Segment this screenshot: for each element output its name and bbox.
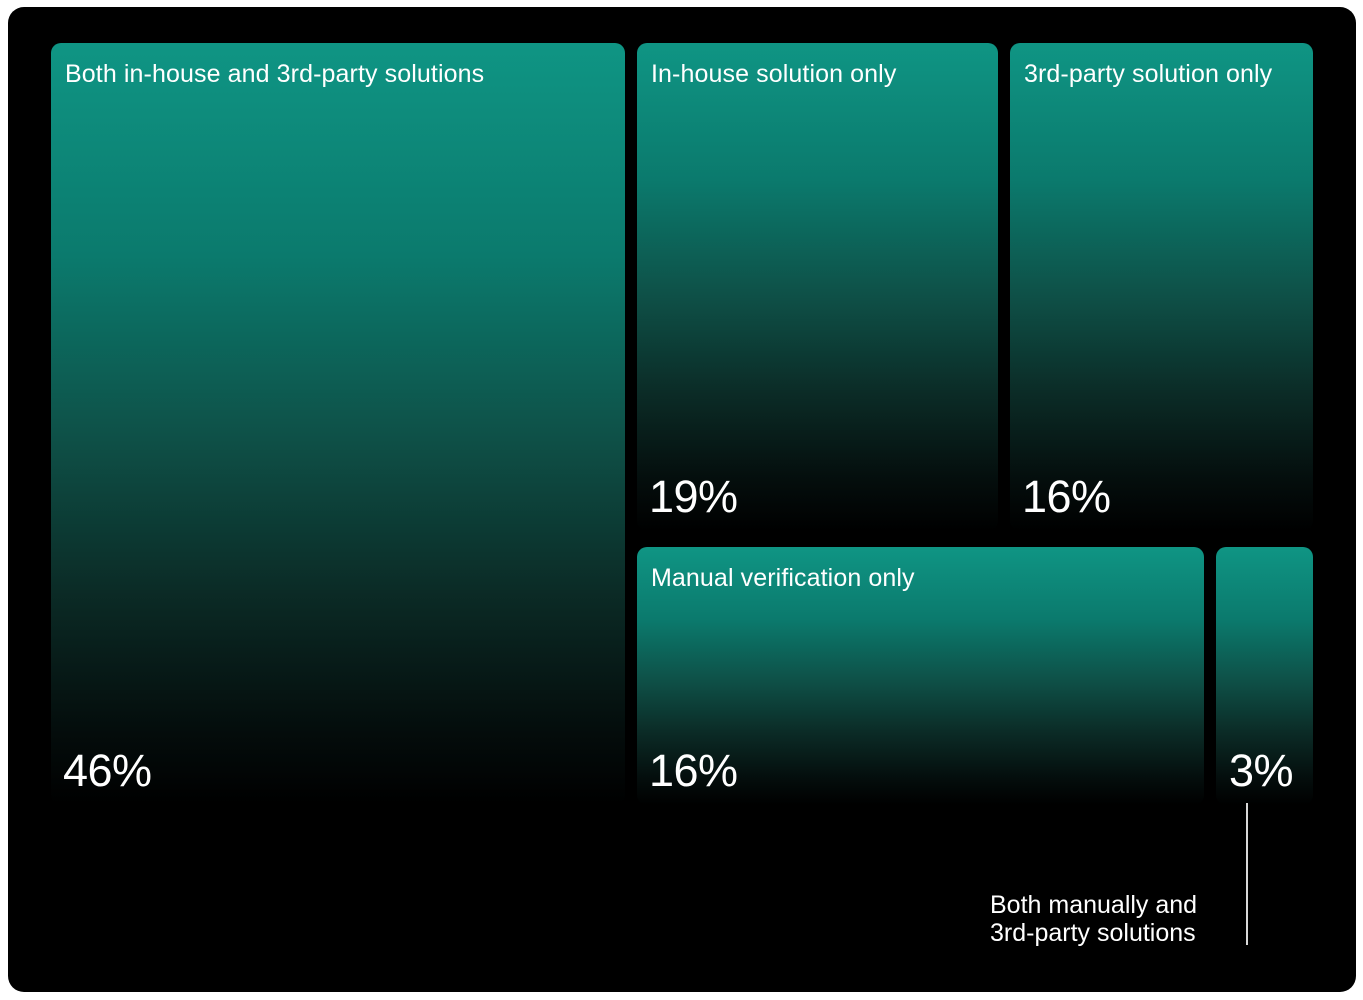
tile-label: Manual verification only (651, 564, 915, 592)
callout-label: Both manually and 3rd-party solutions (990, 891, 1197, 947)
tile-label: In-house solution only (651, 60, 897, 88)
treemap-tile-both-inhouse-3rdparty: Both in-house and 3rd-party solutions 46… (51, 43, 625, 805)
callout-line-2: 3rd-party solutions (990, 919, 1196, 947)
treemap-tile-manual-only: Manual verification only 16% (637, 547, 1204, 805)
treemap-tile-manual-and-3rdparty: 3% (1216, 547, 1313, 805)
treemap-tile-3rdparty-only: 3rd-party solution only 16% (1010, 43, 1313, 531)
tile-value: 19% (649, 471, 738, 522)
tile-value: 16% (1022, 471, 1111, 522)
tile-label: Both in-house and 3rd-party solutions (65, 60, 485, 88)
tile-value: 3% (1229, 745, 1294, 796)
callout-leader-line (1246, 803, 1248, 945)
tile-value: 16% (649, 745, 738, 796)
tile-label: 3rd-party solution only (1024, 60, 1273, 88)
treemap-tile-inhouse-only: In-house solution only 19% (637, 43, 998, 531)
callout-line-1: Both manually and (990, 891, 1198, 919)
chart-panel: Both in-house and 3rd-party solutions 46… (8, 7, 1356, 992)
tile-value: 46% (63, 745, 152, 796)
